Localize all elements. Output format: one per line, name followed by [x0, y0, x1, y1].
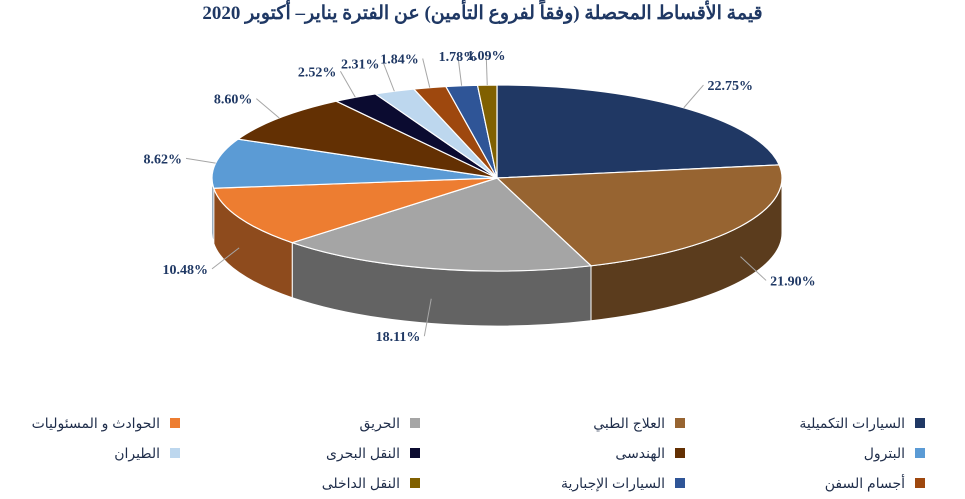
legend-swatch [410, 418, 420, 428]
legend-swatch [410, 448, 420, 458]
legend-label: العلاج الطبي [593, 414, 665, 431]
legend-swatch [675, 478, 685, 488]
pie-slice-8.60% [236, 100, 498, 179]
data-label: 2.52% [298, 65, 337, 80]
leader-line [422, 58, 431, 88]
data-label: 1.78% [439, 50, 478, 65]
leader-line [457, 55, 463, 86]
pie-slice-18.11% [290, 177, 593, 272]
pie-slice-10.48% [212, 177, 498, 244]
leader-line [423, 298, 432, 337]
legend-swatch [170, 418, 180, 428]
chart-title: قيمة الأقساط المحصلة (وفقاً لفروع التأمي… [202, 3, 763, 24]
legend-label: أجسام السفن [824, 474, 905, 491]
legend-swatch [915, 448, 925, 458]
data-label: 18.11% [376, 330, 421, 345]
data-label: 1.84% [380, 52, 419, 67]
legend-swatch [675, 448, 685, 458]
data-label: 2.31% [341, 57, 380, 72]
leader-line [211, 247, 240, 270]
leader-line [339, 71, 356, 98]
pie-slice-8.62% [211, 138, 498, 189]
pie-slice-21.90% [495, 164, 783, 267]
pie-slice-22.75% [496, 84, 781, 179]
legend-label: النقل البحرى [325, 444, 400, 461]
legend-item: الهندسى [615, 442, 685, 464]
leader-line [255, 98, 280, 119]
legend-item: النقل البحرى [326, 442, 420, 464]
legend-label: الهندسى [615, 444, 665, 461]
leader-line [185, 157, 216, 164]
legend-label: النقل الداخلى [321, 474, 400, 491]
legend-item: السيارات الإجبارية [561, 472, 685, 494]
legend-item: الحوادث و المسئوليات [32, 412, 180, 434]
legend-item: الطيران [114, 442, 180, 464]
leader-line [740, 256, 767, 281]
chart-legend: السيارات التكميلية العلاج الطبي الحريق الحو… [0, 408, 965, 498]
legend-label: السيارات الإجبارية [560, 474, 665, 491]
data-label: 1.09% [467, 49, 506, 64]
data-label: 8.62% [144, 152, 183, 167]
legend-label: الحريق [359, 414, 401, 431]
legend-item: الحريق [359, 412, 420, 434]
data-label: 8.60% [214, 93, 253, 108]
pie-chart: 22.75% 21.90% 18.11% 10.48% 8.62% 8.60% 2.52% 2… [144, 49, 816, 345]
data-label: 21.90% [770, 274, 816, 289]
data-label: 10.48% [162, 263, 208, 278]
legend-swatch [915, 418, 925, 428]
legend-swatch [915, 478, 925, 488]
legend-item: العلاج الطبي [593, 412, 685, 434]
data-label: 22.75% [707, 79, 753, 94]
legend-label: السيارات التكميلية [799, 414, 905, 431]
leader-line [485, 55, 488, 86]
leader-line [383, 63, 395, 92]
legend-swatch [410, 478, 420, 488]
legend-label: الحوادث و المسئوليات [31, 414, 160, 431]
legend-swatch [170, 448, 180, 458]
legend-item: السيارات التكميلية [799, 412, 925, 434]
legend-label: البترول [863, 444, 905, 461]
legend-label: الطيران [114, 444, 160, 461]
legend-item: أجسام السفن [825, 472, 925, 494]
legend-item: النقل الداخلى [322, 472, 420, 494]
legend-swatch [675, 418, 685, 428]
legend-item: البترول [864, 442, 925, 464]
leader-line [683, 84, 704, 109]
